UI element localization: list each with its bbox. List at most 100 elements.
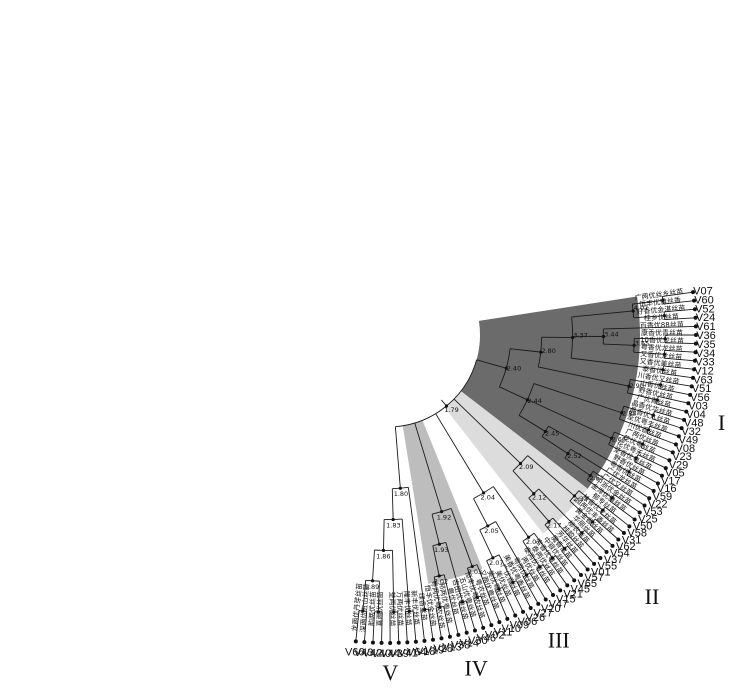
cultivar-label: 绿香丝苗 — [417, 592, 429, 621]
branch-value: 1.79 — [444, 406, 458, 414]
branch-radial — [569, 500, 593, 523]
branch-radial — [420, 610, 425, 641]
branch-radial — [608, 444, 637, 459]
branch-value: 3.65 — [635, 340, 649, 348]
leaf-dot — [691, 290, 696, 295]
leaf-dot — [679, 426, 684, 431]
branch-radial — [518, 414, 546, 432]
leaf-id-label: V07 — [693, 286, 713, 298]
branch-radial — [465, 600, 476, 631]
branch-value: 1.86 — [376, 552, 390, 560]
root-stem — [441, 399, 447, 407]
leaf-dot — [353, 639, 358, 644]
leaf-dot — [692, 298, 697, 303]
branch-radial — [654, 410, 685, 421]
leaf-id-label: V61 — [696, 321, 716, 333]
leaf-id-label: V55 — [598, 560, 618, 572]
branch-radial — [527, 399, 612, 439]
branch-radial — [584, 529, 607, 553]
leaf-dot — [598, 556, 603, 561]
cultivar-label: 万两优丝苗 — [395, 591, 405, 626]
branch-radial — [538, 366, 629, 387]
branch-radial — [630, 468, 659, 484]
branch-radial — [571, 357, 664, 371]
branch-value: 2.44 — [527, 397, 541, 405]
leaf-id-label: V45 — [570, 583, 590, 595]
branch-radial — [431, 514, 440, 545]
leaf-id-label: V49 — [679, 435, 699, 447]
leaf-id-label: V23 — [672, 451, 692, 463]
node-dot — [437, 542, 441, 546]
leaf-dot — [688, 392, 693, 397]
leaf-id-label: V26 — [526, 612, 546, 624]
group-label: I — [718, 410, 725, 435]
branch-radial — [412, 610, 417, 642]
leaf-dot — [388, 640, 393, 645]
leaf-dot — [692, 307, 697, 312]
branch-radial — [392, 550, 395, 613]
branch-radial — [592, 470, 645, 506]
leaf-id-label: V21 — [563, 589, 583, 601]
leaf-dot — [684, 409, 689, 414]
branch-radial — [510, 348, 541, 353]
leaf-dot — [692, 367, 697, 372]
branch-radial — [377, 581, 380, 612]
leaf-dot — [422, 638, 427, 643]
leaf-dot — [439, 636, 444, 641]
branch-radial — [661, 380, 692, 387]
branch-radial — [486, 560, 500, 590]
leaf-dot — [627, 524, 632, 529]
node-dot — [658, 383, 663, 387]
cultivar-label: 荃两优丝苗 — [388, 591, 397, 626]
branch-radial — [495, 521, 527, 576]
leaf-dot — [670, 450, 675, 455]
leaf-dot — [693, 341, 698, 346]
leaf-dot — [592, 561, 597, 566]
group-label: II — [645, 584, 660, 609]
branch-radial — [509, 583, 524, 613]
branch-radial — [662, 373, 694, 379]
branch-radial — [502, 587, 516, 616]
leaf-id-label: V12 — [694, 365, 714, 377]
leaf-id-label: V19 — [425, 645, 445, 657]
branch-radial — [665, 342, 696, 345]
branch-radial — [363, 611, 368, 643]
branch-radial — [450, 508, 473, 567]
leaf-dot — [694, 333, 698, 337]
leaf-dot — [558, 588, 563, 593]
leaf-id-label: V53 — [643, 506, 663, 518]
branch-radial — [623, 405, 654, 416]
branch-radial — [498, 554, 514, 583]
leaf-dot — [505, 616, 510, 621]
leaf-dot — [642, 503, 647, 508]
leaf-dot — [572, 578, 577, 583]
branch-radial — [494, 590, 508, 620]
branch-radial — [609, 500, 635, 520]
leaf-dot — [456, 632, 461, 637]
leaf-dot — [647, 496, 652, 501]
branch-radial — [646, 432, 677, 445]
leaf-dot — [521, 609, 526, 614]
branch-value: 2.07 — [526, 538, 540, 546]
leaf-id-label: V46 — [476, 632, 496, 644]
cultivar-label: 喜两优丝苗 — [375, 591, 385, 626]
leaf-id-label: V41 — [398, 647, 418, 659]
leaf-id-label: V18 — [416, 646, 436, 658]
leaf-dot — [637, 510, 642, 515]
branch-value: 2.52 — [567, 452, 581, 460]
leaf-id-label: V25 — [638, 513, 658, 525]
leaf-dot — [536, 601, 541, 606]
leaf-id-label: V02 — [485, 630, 505, 642]
branch-value: 1.89 — [365, 583, 379, 591]
branch-radial — [404, 611, 408, 643]
branch-radial — [372, 549, 375, 581]
leaf-dot — [682, 417, 687, 422]
branch-radial — [564, 457, 591, 476]
leaf-id-label: V08 — [675, 443, 695, 455]
branch-value: 1.93 — [434, 546, 448, 554]
branch-radial — [614, 494, 640, 513]
branch-radial — [473, 498, 489, 527]
branch-radial — [414, 422, 443, 512]
branch-radial — [355, 610, 360, 642]
